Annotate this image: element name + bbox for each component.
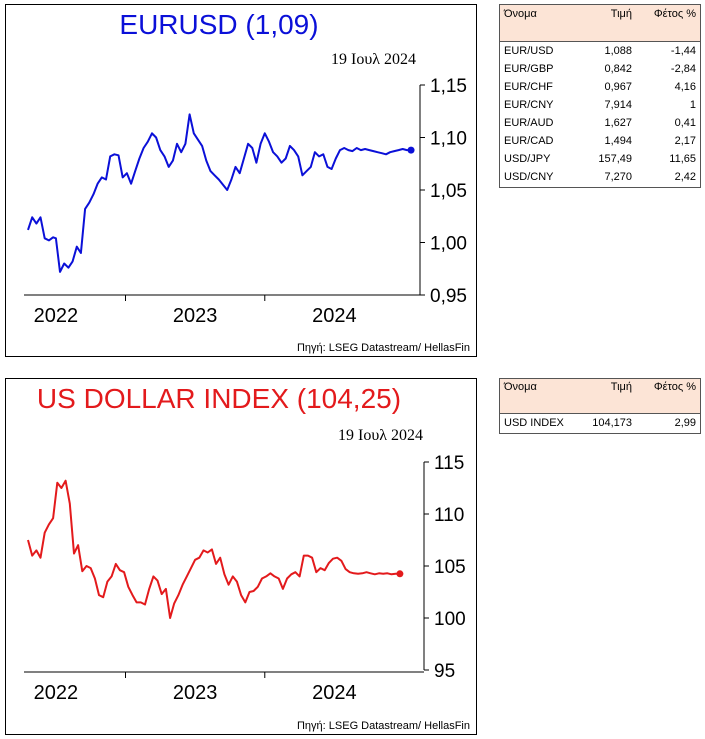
dollar-index-table: Όνομα Τιμή Φέτος % USD INDEX 104,173 2,99: [499, 378, 701, 434]
cell-ytd: 2,17: [674, 135, 696, 147]
cell-ytd: 4,16: [674, 81, 696, 93]
dollar-index-chart-panel: US DOLLAR INDEX (104,25) 19 Ιουλ 2024 11…: [5, 378, 477, 735]
y-tick-label: 105: [434, 557, 466, 578]
chart-date: 19 Ιουλ 2024: [337, 427, 423, 444]
cell-name: EUR/GBP: [504, 63, 554, 75]
y-tick-label: 110: [434, 505, 464, 526]
table-row: EUR/CHF 0,967 4,16: [500, 78, 700, 96]
y-tick-label: 1,05: [430, 181, 467, 202]
eurusd-plot: 1,15 1,10 1,05 1,00 0,95 2022 2023 2024: [24, 76, 467, 327]
source-note: Πηγή: LSEG Datastream/ HellasFin: [296, 720, 470, 732]
x-tick-label: 2023: [173, 305, 218, 327]
cell-price: 157,49: [598, 153, 632, 165]
cell-name: EUR/CAD: [504, 135, 554, 147]
header-price: Τιμή: [610, 381, 632, 393]
y-tick-label: 0,95: [430, 286, 467, 307]
y-tick-label: 1,10: [430, 129, 467, 150]
table-row: EUR/USD 1,088 -1,44: [500, 42, 700, 60]
table-row: USD/CNY 7,270 2,42: [500, 168, 700, 186]
eurusd-chart-panel: EURUSD (1,09) 19 Ιουλ 2024 1,15 1,10 1,05 1…: [5, 4, 477, 357]
x-tick-label: 2024: [312, 305, 357, 327]
cell-price: 7,914: [604, 99, 632, 111]
table-row: USD INDEX 104,173 2,99: [500, 414, 700, 433]
table-row: EUR/GBP 0,842 -2,84: [500, 60, 700, 78]
cell-price: 1,627: [604, 117, 632, 129]
y-tick-label: 95: [434, 661, 455, 682]
table-header: Όνομα Τιμή Φέτος %: [500, 379, 700, 414]
table-row: EUR/CAD 1,494 2,17: [500, 132, 700, 150]
table-row: EUR/AUD 1,627 0,41: [500, 114, 700, 132]
y-tick-label: 1,00: [430, 234, 467, 255]
end-point-marker: [396, 570, 404, 578]
chart-title: EURUSD (1,09): [119, 9, 319, 40]
chart-date: 19 Ιουλ 2024: [330, 51, 416, 68]
header-price: Τιμή: [610, 8, 632, 20]
cell-price: 0,967: [604, 81, 632, 93]
source-note: Πηγή: LSEG Datastream/ HellasFin: [296, 342, 470, 354]
cell-name: EUR/AUD: [504, 117, 554, 129]
cell-ytd: 11,65: [669, 153, 696, 165]
y-tick-label: 100: [434, 609, 466, 630]
header-name: Όνομα: [504, 381, 537, 393]
header-ytd: Φέτος %: [653, 8, 696, 20]
cell-ytd: -2,84: [670, 63, 696, 75]
x-tick-label: 2023: [173, 682, 218, 704]
x-tick-label: 2022: [34, 305, 79, 327]
cell-name: USD INDEX: [504, 417, 564, 429]
series-line: [27, 479, 400, 619]
cell-name: USD/CNY: [504, 171, 554, 183]
cell-name: USD/JPY: [504, 153, 551, 165]
chart-title: US DOLLAR INDEX (104,25): [36, 383, 402, 414]
table-row: USD/JPY 157,49 11,65: [500, 150, 700, 168]
cell-ytd: 1: [689, 99, 696, 111]
cell-name: EUR/CNY: [504, 99, 554, 111]
cell-price: 1,088: [604, 45, 632, 57]
end-point-marker: [407, 146, 415, 154]
table-header: Όνομα Τιμή Φέτος %: [500, 5, 700, 42]
cell-ytd: 2,99: [674, 417, 696, 429]
cell-ytd: -1,44: [670, 45, 696, 57]
x-tick-label: 2024: [312, 682, 357, 704]
series-line: [27, 113, 411, 273]
cell-price: 1,494: [604, 135, 632, 147]
fx-table: Όνομα Τιμή Φέτος % EUR/USD 1,088 -1,44 EUR/…: [499, 4, 701, 188]
cell-ytd: 0,41: [674, 117, 696, 129]
cell-name: EUR/CHF: [504, 81, 553, 93]
cell-ytd: 2,42: [674, 171, 696, 183]
y-tick-label: 115: [434, 453, 464, 474]
cell-price: 104,173: [592, 417, 632, 429]
cell-price: 0,842: [604, 63, 632, 75]
cell-price: 7,270: [604, 171, 632, 183]
x-tick-label: 2022: [34, 682, 79, 704]
header-ytd: Φέτος %: [653, 381, 696, 393]
header-name: Όνομα: [504, 8, 537, 20]
y-tick-label: 1,15: [430, 76, 467, 97]
table-row: EUR/CNY 7,914 1: [500, 96, 700, 114]
dollar-index-plot: 115 110 105 100 95 2022 2023 2024: [24, 453, 466, 704]
cell-name: EUR/USD: [504, 45, 554, 57]
